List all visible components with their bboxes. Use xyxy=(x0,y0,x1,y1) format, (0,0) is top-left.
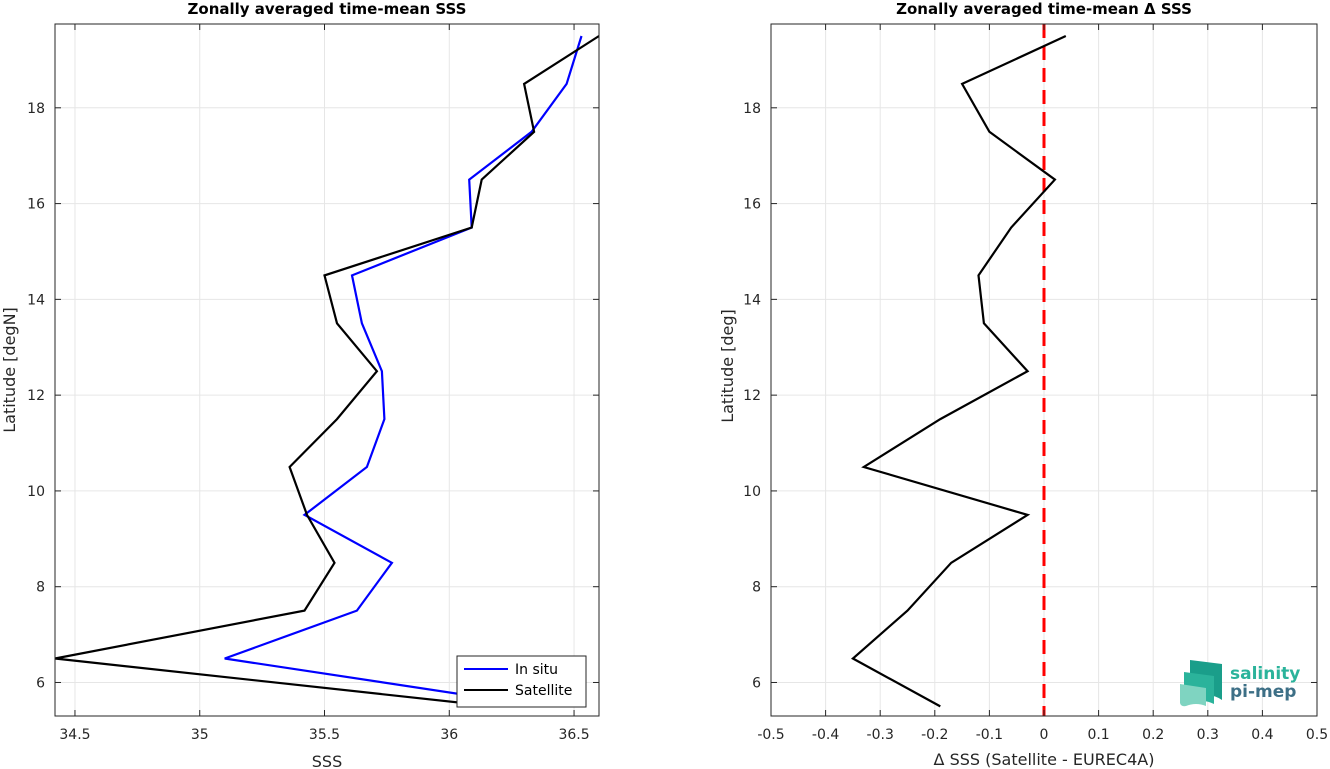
x-tick-label: 36.5 xyxy=(558,727,589,743)
x-tick-label: 36 xyxy=(440,727,458,743)
legend-label-in-situ: In situ xyxy=(515,662,558,678)
right-chart-title: Zonally averaged time-mean Δ SSS xyxy=(896,0,1192,18)
series-line-in-situ xyxy=(224,35,583,708)
x-tick-label: 34.5 xyxy=(59,727,90,743)
right-y-axis-label: Latitude [deg] xyxy=(718,309,737,423)
x-tick-label: 0.5 xyxy=(1306,727,1328,743)
right-series-lines xyxy=(850,35,1067,708)
right-ticks: -0.5 -0.4 -0.3 -0.2 -0.1 0 0.1 0.2 0.3 0.4 0.5 6 8 10… xyxy=(743,24,1328,743)
series-line-delta-0 xyxy=(850,35,1067,708)
series-line-satellite xyxy=(54,35,600,708)
logo-text-salinity: salinity xyxy=(1230,664,1300,684)
x-tick-label: 0.2 xyxy=(1142,727,1164,743)
salinity-pi-mep-logo: salinity pi-mep xyxy=(1180,660,1300,707)
left-chart-title: Zonally averaged time-mean SSS xyxy=(188,0,467,18)
y-tick-label: 10 xyxy=(743,484,761,500)
y-tick-label: 16 xyxy=(27,197,45,213)
x-tick-label: 35.5 xyxy=(309,727,340,743)
x-tick-label: 0.4 xyxy=(1251,727,1273,743)
y-tick-label: 6 xyxy=(36,675,45,691)
y-tick-label: 18 xyxy=(743,101,761,117)
left-ticks: 34.5 35 35.5 36 36.5 6 8 10 12 14 16 18 xyxy=(27,24,599,743)
left-y-axis-label: Latitude [degN] xyxy=(0,307,19,433)
x-tick-label: 0.1 xyxy=(1087,727,1109,743)
left-series-lines xyxy=(54,35,600,708)
left-axes-box xyxy=(54,23,600,717)
y-tick-label: 16 xyxy=(743,197,761,213)
legend-label-satellite: Satellite xyxy=(515,683,572,699)
y-tick-label: 14 xyxy=(27,292,45,308)
logo-text-pi-mep: pi-mep xyxy=(1230,682,1296,702)
y-tick-label: 8 xyxy=(36,580,45,596)
y-tick-label: 18 xyxy=(27,101,45,117)
y-tick-label: 14 xyxy=(743,292,761,308)
logo-wave-icon xyxy=(1180,660,1222,707)
y-tick-label: 12 xyxy=(27,388,45,404)
left-grid xyxy=(55,24,599,716)
y-tick-label: 8 xyxy=(752,580,761,596)
x-tick-label: 0 xyxy=(1040,727,1049,743)
x-tick-label: -0.5 xyxy=(757,727,784,743)
right-grid xyxy=(770,24,1318,716)
x-tick-label: 0.3 xyxy=(1197,727,1219,743)
x-tick-label: 35 xyxy=(191,727,209,743)
x-tick-label: -0.4 xyxy=(812,727,839,743)
y-tick-label: 6 xyxy=(752,675,761,691)
right-x-axis-label: Δ SSS (Satellite - EUREC4A) xyxy=(934,750,1155,769)
y-tick-label: 10 xyxy=(27,484,45,500)
right-panel-delta-sss: Zonally averaged time-mean Δ SSS -0.5 -0.… xyxy=(718,0,1328,769)
legend-box xyxy=(456,655,587,708)
left-panel-sss: Zonally averaged time-mean SSS 34.5 35 35.… xyxy=(0,0,600,769)
y-tick-label: 12 xyxy=(743,388,761,404)
x-tick-label: -0.3 xyxy=(867,727,894,743)
x-tick-label: -0.2 xyxy=(921,727,948,743)
left-x-axis-label: SSS xyxy=(312,752,342,769)
legend: In situ Satellite xyxy=(456,655,587,708)
x-tick-label: -0.1 xyxy=(976,727,1003,743)
